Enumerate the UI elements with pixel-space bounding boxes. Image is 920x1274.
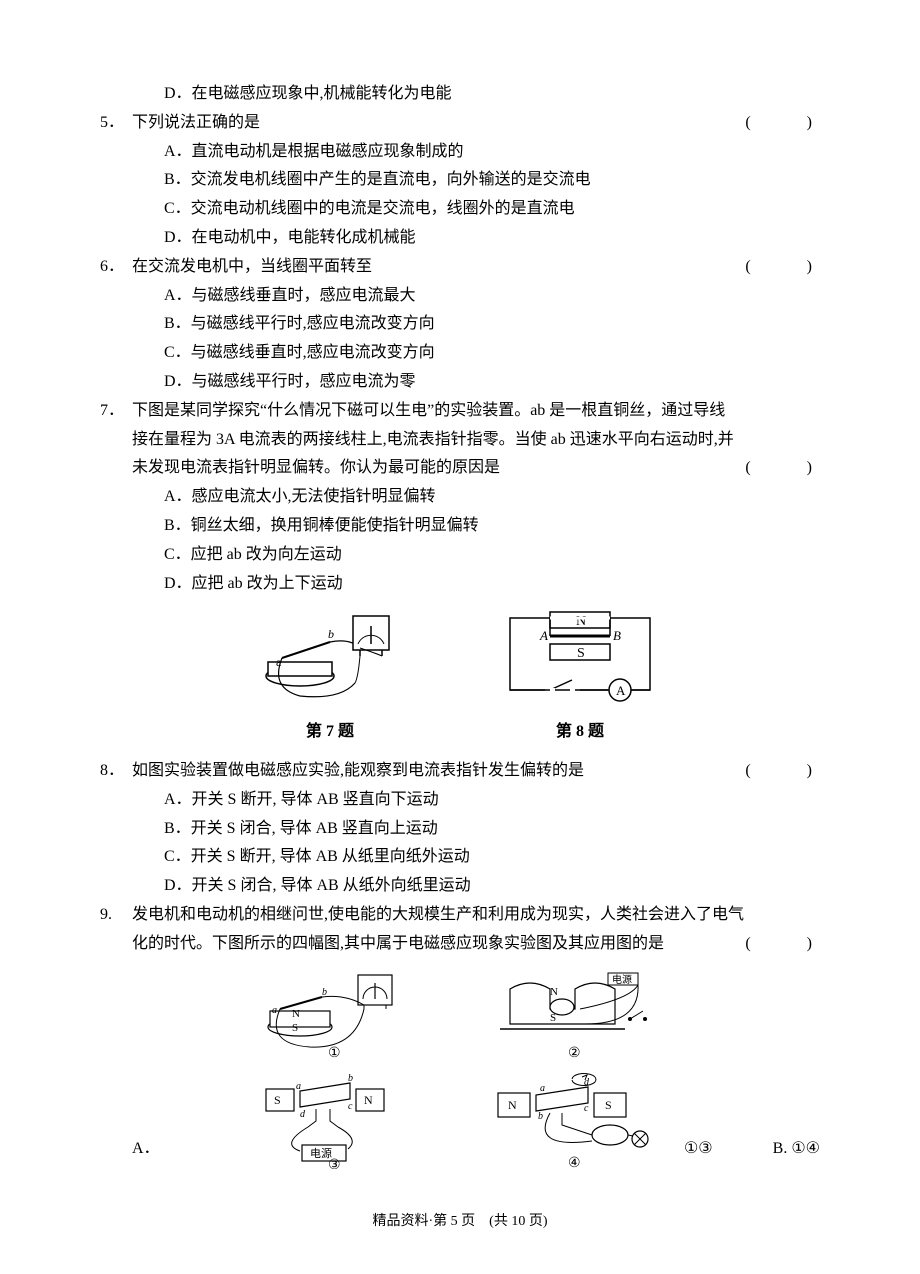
q9-paren: ( ) xyxy=(745,930,820,959)
q7-num: 7． xyxy=(100,397,124,426)
svg-text:电源: 电源 xyxy=(612,973,632,986)
q9-optB-label: B. xyxy=(773,1135,788,1164)
q9-optB-val: ①④ xyxy=(791,1135,820,1164)
svg-text:c: c xyxy=(348,1101,353,1112)
q6-stem: 在交流发电机中，当线圈平面转至 xyxy=(132,258,372,275)
svg-text:N: N xyxy=(364,1093,373,1107)
q6-stem-line: 6． 在交流发电机中，当线圈平面转至 ( ) xyxy=(100,253,820,282)
fig8-N: N xyxy=(576,614,586,629)
svg-text:b: b xyxy=(348,1073,353,1084)
q6-optB: B．与磁感线平行时,感应电流改变方向 xyxy=(100,310,820,339)
q9-stem1: 发电机和电动机的相继问世,使电能的大规模生产和利用成为现实，人类社会进入了电气 xyxy=(132,906,744,923)
q8-optA: A．开关 S 断开, 导体 AB 竖直向下运动 xyxy=(100,786,820,815)
q7-stem-line1: 7． 下图是某同学探究“什么情况下磁可以生电”的实验装置。ab 是一根直铜丝，通… xyxy=(100,397,820,426)
q5-stem-line: 5． 下列说法正确的是 ( ) xyxy=(100,109,820,138)
page-footer: 精品资料·第 5 页 (共 10 页) xyxy=(0,1209,920,1234)
svg-text:a: a xyxy=(296,1081,301,1092)
svg-text:N: N xyxy=(508,1098,517,1112)
q5-optB: B．交流发电机线圈中产生的是直流电，向外输送的是交流电 xyxy=(100,166,820,195)
q5-paren: ( ) xyxy=(745,109,820,138)
fig9-c2: ② xyxy=(568,1046,581,1059)
q8-optD: D．开关 S 闭合, 导体 AB 从纸外向纸里运动 xyxy=(100,872,820,901)
q7-optA: A．感应电流太小,无法使指针明显偏转 xyxy=(100,483,820,512)
fig9-1: N S a b ① xyxy=(260,969,410,1059)
fig8-B: B xyxy=(613,628,621,643)
svg-text:c: c xyxy=(584,1103,589,1114)
svg-text:a: a xyxy=(540,1083,545,1094)
q7-optC: C．应把 ab 改为向左运动 xyxy=(100,541,820,570)
q7-optB: B．铜丝太细，换用铜棒便能使指针明显偏转 xyxy=(100,512,820,541)
q9-stem2: 化的时代。下图所示的四幅图,其中属于电磁感应现象实验图及其应用图的是 xyxy=(132,935,664,952)
q8-optC: C．开关 S 断开, 导体 AB 从纸里向纸外运动 xyxy=(100,843,820,872)
fig9-c1: ① xyxy=(328,1046,341,1059)
fig8-meter: A xyxy=(616,683,626,698)
q9-optA-label: A． xyxy=(132,1135,160,1164)
q7-paren: ( ) xyxy=(745,454,820,483)
fig8-A: A xyxy=(539,628,548,643)
q7-stem-line3: 未发现电流表指针明显偏转。你认为最可能的原因是 ( ) xyxy=(100,454,820,483)
page: D．在电磁感应现象中,机械能转化为电能 5． 下列说法正确的是 ( ) A．直流… xyxy=(0,0,920,1274)
fig7-svg: a b xyxy=(260,608,400,703)
svg-text:N: N xyxy=(292,1008,300,1020)
svg-text:a: a xyxy=(272,1005,277,1016)
q6-optA: A．与磁感线垂直时，感应电流最大 xyxy=(100,282,820,311)
svg-text:N: N xyxy=(550,986,558,998)
q5-stem: 下列说法正确的是 xyxy=(132,114,260,131)
q9-optA-val: ①③ xyxy=(684,1135,713,1164)
q8-num: 8． xyxy=(100,757,124,786)
q9-stem-line2: 化的时代。下图所示的四幅图,其中属于电磁感应现象实验图及其应用图的是 ( ) xyxy=(100,930,820,959)
q8-stem-line: 8． 如图实验装置做电磁感应实验,能观察到电流表指针发生偏转的是 ( ) xyxy=(100,757,820,786)
fig7-b: b xyxy=(328,627,334,641)
q8-paren: ( ) xyxy=(745,757,820,786)
q9-num: 9. xyxy=(100,901,112,930)
q6-num: 6． xyxy=(100,253,124,282)
q5-optD: D．在电动机中，电能转化成机械能 xyxy=(100,224,820,253)
svg-text:S: S xyxy=(274,1093,281,1107)
q5-optC: C．交流电动机线圈中的电流是交流电，线圈外的是直流电 xyxy=(100,195,820,224)
q9-stem-line1: 9. 发电机和电动机的相继问世,使电能的大规模生产和利用成为现实，人类社会进入了… xyxy=(100,901,820,930)
q7-stem2: 接在量程为 3A 电流表的两接线柱上,电流表指针指零。当使 ab 迅速水平向右运… xyxy=(100,426,820,455)
q7-stem1: 下图是某同学探究“什么情况下磁可以生电”的实验装置。ab 是一根直铜丝，通过导线 xyxy=(132,402,725,419)
q8-optB: B．开关 S 闭合, 导体 AB 竖直向上运动 xyxy=(100,815,820,844)
svg-text:S: S xyxy=(605,1098,612,1112)
svg-text:d: d xyxy=(584,1077,590,1088)
q6-optC: C．与磁感线垂直时,感应电流改变方向 xyxy=(100,339,820,368)
q7-stem3: 未发现电流表指针明显偏转。你认为最可能的原因是 xyxy=(132,459,500,476)
q4-optD: D．在电磁感应现象中,机械能转化为电能 xyxy=(100,80,820,109)
q5-optA: A．直流电动机是根据电磁感应现象制成的 xyxy=(100,138,820,167)
fig7: a b 第 7 题 xyxy=(260,608,400,747)
q6-optD: D．与磁感线平行时，感应电流为零 xyxy=(100,368,820,397)
fig9-2: N S 电源 ② xyxy=(490,969,660,1059)
q8-stem: 如图实验装置做电磁感应实验,能观察到电流表指针发生偏转的是 xyxy=(132,762,584,779)
svg-text:S: S xyxy=(292,1022,298,1034)
q9-options-row: A． ①③ B. ①④ xyxy=(100,1135,820,1164)
figures-row-78: a b 第 7 题 N xyxy=(100,608,820,747)
fig8-caption: 第 8 题 xyxy=(500,718,660,747)
fig8-S: S xyxy=(577,646,585,661)
svg-text:b: b xyxy=(538,1111,543,1122)
fig7-caption: 第 7 题 xyxy=(260,718,400,747)
q5-num: 5． xyxy=(100,109,124,138)
fig8-svg: N S A B xyxy=(500,608,660,703)
fig8: N S A B xyxy=(500,608,660,747)
svg-text:d: d xyxy=(300,1109,306,1120)
q7-optD: D．应把 ab 改为上下运动 xyxy=(100,570,820,599)
q6-paren: ( ) xyxy=(745,253,820,282)
